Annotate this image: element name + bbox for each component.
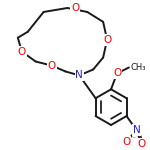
Text: O: O bbox=[122, 137, 131, 147]
Text: N: N bbox=[133, 125, 140, 135]
Text: O: O bbox=[113, 68, 121, 78]
Text: O: O bbox=[71, 3, 80, 13]
Text: O: O bbox=[103, 35, 111, 45]
Text: O: O bbox=[47, 60, 56, 70]
Text: ⁻: ⁻ bbox=[131, 134, 136, 143]
Text: N: N bbox=[75, 70, 83, 80]
Text: CH₃: CH₃ bbox=[131, 63, 146, 72]
Text: O: O bbox=[18, 47, 26, 57]
Text: O: O bbox=[137, 139, 146, 149]
